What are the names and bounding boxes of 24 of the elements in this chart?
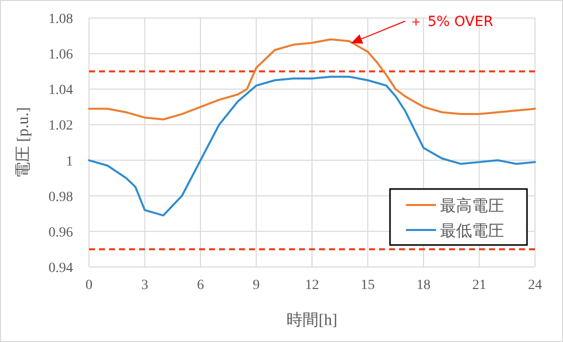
y-tick-label: 1 (66, 154, 73, 170)
x-tick-label: 9 (252, 278, 260, 293)
line-series (88, 76, 536, 216)
x-tick-label: 15 (360, 278, 375, 293)
line-series (88, 38, 536, 120)
x-tick-label: 21 (472, 278, 486, 293)
x-tick-label: 24 (528, 278, 542, 293)
annotation: ＋ 5% OVER (409, 14, 494, 30)
x-tick-label: 12 (305, 278, 319, 293)
y-tick-label: 1.04 (48, 83, 73, 98)
y-tick-label: 1.02 (48, 118, 73, 134)
x-tick-label: 6 (197, 278, 204, 293)
legend-label: 最低電圧 (440, 223, 504, 240)
y-tick-label: 1.08 (48, 12, 73, 27)
x-axis-title: 時間[h] (286, 311, 338, 329)
y-tick-label: 1.06 (48, 48, 73, 63)
y-tick-label: 0.94 (48, 261, 73, 276)
y-tick-label: 0.96 (48, 225, 73, 240)
y-axis-title: 電圧 [p.u.] (15, 107, 32, 178)
x-tick-label: 18 (416, 278, 430, 293)
legend-label: 最高電圧 (440, 197, 504, 215)
y-tick-label: 0.98 (48, 190, 73, 205)
x-tick-label: 3 (141, 278, 148, 293)
x-tick-label: 0 (86, 278, 92, 293)
